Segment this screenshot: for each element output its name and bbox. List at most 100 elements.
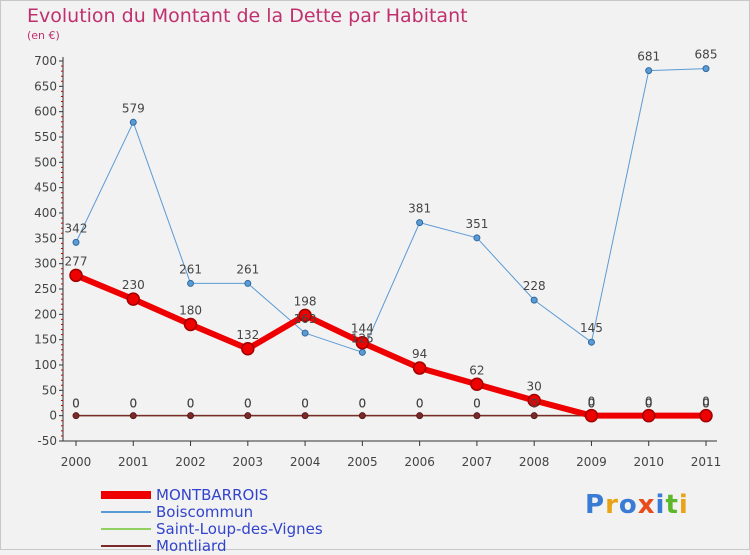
data-point-montbarrois: [355, 335, 370, 350]
data-label-montliard: 0: [301, 397, 309, 411]
legend-label: Boiscommun: [156, 503, 254, 521]
x-tick-label: 2005: [347, 455, 378, 469]
y-tick-label: 100: [34, 358, 57, 372]
data-point-montbarrois: [641, 408, 656, 423]
y-tick-label: 250: [34, 282, 57, 296]
data-label-montbarrois: 180: [179, 303, 202, 317]
data-label-montliard: 0: [129, 397, 137, 411]
y-tick-label: 150: [34, 333, 57, 347]
x-tick-label: 2000: [61, 455, 92, 469]
data-label-saint-loup-des-vignes: 0: [702, 397, 710, 411]
y-tick-label: -50: [37, 434, 57, 448]
y-tick-label: 0: [49, 409, 57, 423]
data-label-montbarrois: 0: [645, 395, 653, 409]
data-point-boiscommun: [187, 279, 195, 287]
data-label-montliard: 0: [702, 397, 710, 411]
data-label-montbarrois: 62: [469, 363, 484, 377]
data-label-saint-loup-des-vignes: 0: [416, 397, 424, 411]
y-tick-label: 500: [34, 155, 57, 169]
data-label-montbarrois: 0: [702, 395, 710, 409]
data-point-montbarrois: [298, 308, 312, 323]
data-label-montbarrois: 30: [527, 379, 542, 393]
y-tick-label: 400: [34, 206, 57, 220]
data-point-montliard: [301, 412, 309, 420]
data-point-montliard: [187, 412, 195, 420]
data-label-boiscommun: 342: [65, 221, 88, 235]
x-tick-label: 2007: [462, 455, 493, 469]
data-label-boiscommun: 261: [179, 262, 202, 276]
data-label-saint-loup-des-vignes: 0: [244, 397, 252, 411]
data-label-montliard: 0: [359, 397, 367, 411]
data-point-montliard: [358, 412, 366, 420]
data-label-saint-loup-des-vignes: 0: [301, 397, 309, 411]
chart-title: Evolution du Montant de la Dette par Hab…: [27, 5, 468, 27]
legend-swatch: [101, 528, 151, 530]
data-label-montbarrois: 132: [236, 328, 259, 342]
data-point-boiscommun: [129, 118, 137, 126]
data-point-boiscommun: [301, 329, 309, 337]
chart-unit: (en €): [27, 29, 60, 42]
y-tick-label: 350: [34, 231, 57, 245]
data-label-boiscommun: 685: [695, 48, 718, 62]
data-point-boiscommun: [587, 338, 595, 346]
x-tick-label: 2009: [576, 455, 607, 469]
data-label-montbarrois: 94: [412, 347, 427, 361]
series-line-boiscommun: [75, 68, 707, 353]
data-point-boiscommun: [416, 219, 424, 227]
series-line-montbarrois: [74, 272, 706, 419]
data-point-montbarrois: [699, 408, 713, 423]
x-tick-label: 2006: [404, 455, 435, 469]
data-label-montliard: 0: [588, 397, 596, 411]
data-label-boiscommun: 381: [408, 202, 431, 216]
x-tick-label: 2004: [290, 455, 321, 469]
data-label-boiscommun: 163: [294, 312, 317, 326]
data-label-boiscommun: 261: [236, 262, 259, 276]
y-tick-label: 550: [34, 130, 57, 144]
data-point-boiscommun: [473, 234, 481, 242]
x-tick-label: 2003: [233, 455, 264, 469]
data-label-saint-loup-des-vignes: 0: [588, 397, 596, 411]
data-label-saint-loup-des-vignes: 0: [645, 397, 653, 411]
legend-swatch: [101, 545, 151, 547]
data-label-saint-loup-des-vignes: 0: [187, 397, 195, 411]
y-tick-label: 200: [34, 307, 57, 321]
legend-label: Montliard: [156, 537, 227, 555]
data-point-montliard: [473, 412, 481, 420]
data-label-saint-loup-des-vignes: 0: [359, 397, 367, 411]
data-label-montliard: 0: [645, 397, 653, 411]
x-tick-label: 2008: [519, 455, 550, 469]
data-label-montliard: 0: [72, 397, 80, 411]
data-point-montliard: [129, 412, 137, 420]
data-label-montliard: 0: [530, 397, 538, 411]
data-point-boiscommun: [358, 348, 366, 356]
data-label-saint-loup-des-vignes: 0: [473, 397, 481, 411]
data-point-montbarrois: [126, 292, 141, 306]
x-tick-label: 2001: [118, 455, 149, 469]
y-tick-label: 650: [34, 79, 57, 93]
x-tick-label: 2002: [175, 455, 206, 469]
data-point-montliard: [244, 412, 252, 420]
data-point-boiscommun: [72, 238, 80, 246]
data-point-boiscommun: [244, 279, 252, 287]
data-label-boiscommun: 145: [580, 321, 603, 335]
data-point-montliard: [530, 412, 538, 420]
data-label-montliard: 0: [416, 397, 424, 411]
data-label-saint-loup-des-vignes: 0: [129, 397, 137, 411]
legend-swatch: [101, 511, 151, 513]
data-label-boiscommun: 579: [122, 101, 145, 115]
y-tick-label: 700: [34, 54, 57, 68]
y-tick-label: 600: [34, 105, 57, 119]
data-label-montbarrois: 198: [294, 294, 317, 308]
data-point-montbarrois: [241, 342, 255, 356]
legend-swatch: [101, 491, 151, 499]
proxiti-logo: Proxiti: [585, 490, 689, 520]
x-tick-label: 2011: [691, 455, 722, 469]
y-tick-label: 50: [42, 383, 57, 397]
data-label-montliard: 0: [187, 397, 195, 411]
data-point-montbarrois: [470, 377, 484, 392]
data-label-boiscommun: 228: [523, 279, 546, 293]
data-point-montliard: [416, 412, 424, 420]
data-label-montbarrois: 277: [65, 254, 88, 268]
